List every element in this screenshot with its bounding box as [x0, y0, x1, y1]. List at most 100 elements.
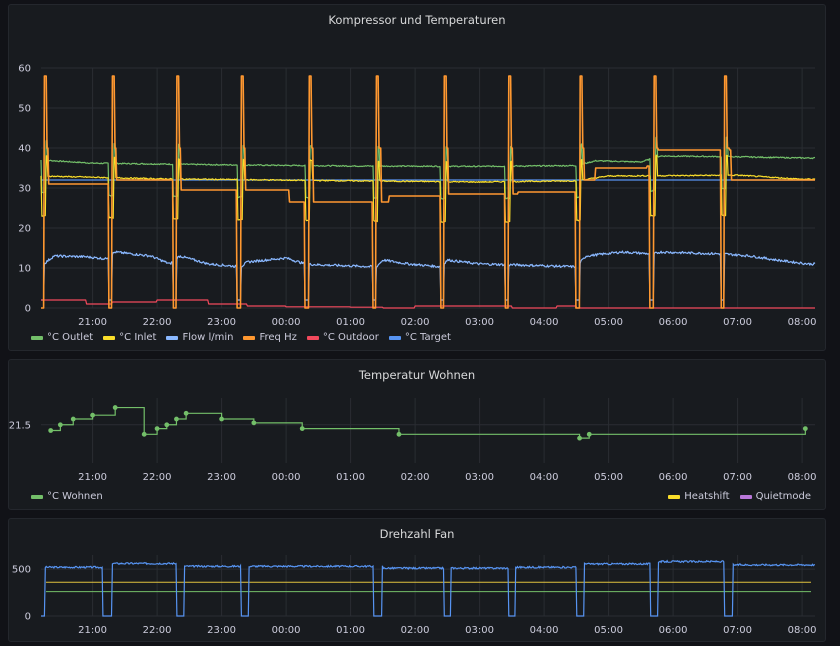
x-tick-label: 00:00: [272, 625, 301, 636]
data-point: [251, 420, 257, 426]
x-tick-label: 01:00: [336, 317, 365, 328]
legend-label: Flow l/min: [182, 332, 234, 343]
x-tick-label: 21:00: [78, 317, 107, 328]
legend-swatch: [668, 494, 681, 499]
data-point: [154, 426, 160, 431]
data-point: [802, 426, 808, 431]
legend-item[interactable]: °C Inlet: [103, 332, 156, 343]
x-tick-label: 21:00: [78, 472, 107, 483]
legend-kompressor: °C Outlet °C Inlet Flow l/min Freq Hz °C Out…: [31, 332, 451, 343]
data-point: [174, 416, 179, 422]
x-tick-label: 07:00: [723, 625, 752, 636]
x-tick-label: 23:00: [207, 472, 236, 483]
y-tick-label: 40: [18, 144, 31, 155]
legend-swatch: [103, 335, 116, 340]
x-tick-label: 06:00: [659, 317, 688, 328]
x-tick-label: 03:00: [465, 625, 494, 636]
legend-swatch: [166, 335, 179, 340]
legend-swatch: [31, 494, 43, 499]
x-tick-label: 07:00: [723, 472, 752, 483]
x-tick-label: 04:00: [530, 317, 559, 328]
series-line: [41, 250, 816, 301]
legend-swatch: [31, 335, 43, 340]
data-point: [299, 426, 305, 431]
series-line: [41, 559, 816, 617]
x-tick-label: 00:00: [272, 317, 301, 328]
legend-item[interactable]: Quietmode: [739, 491, 811, 502]
legend-label: Quietmode: [755, 491, 811, 502]
legend-swatch: [739, 494, 752, 499]
y-tick-label: 60: [18, 64, 31, 75]
x-tick-label: 22:00: [143, 317, 172, 328]
x-tick-label: 21:00: [78, 625, 107, 636]
x-tick-label: 08:00: [788, 472, 817, 483]
x-tick-label: 22:00: [143, 625, 172, 636]
legend-item[interactable]: °C Target: [388, 332, 451, 343]
legend-item[interactable]: Freq Hz: [243, 332, 297, 343]
x-tick-label: 02:00: [401, 625, 430, 636]
x-tick-label: 03:00: [465, 317, 494, 328]
legend-item[interactable]: °C Outdoor: [306, 332, 379, 343]
y-tick-label: 0: [25, 304, 31, 315]
legend-item[interactable]: Heatshift: [668, 491, 730, 502]
x-tick-label: 07:00: [723, 317, 752, 328]
series-line: [40, 154, 816, 223]
data-point: [57, 422, 63, 428]
series-line: [41, 299, 815, 309]
legend-label: Heatshift: [684, 491, 730, 502]
legend-item[interactable]: Flow l/min: [166, 332, 233, 343]
legend-label: °C Outlet: [47, 332, 94, 343]
data-point: [183, 410, 189, 416]
y-tick-label: 21.5: [9, 420, 31, 431]
panel-temperatur-wohnen: Temperatur Wohnen 21.5 21:00 22:00 23:00 00:…: [8, 359, 826, 510]
legend-wohnen-right: Heatshift Quietmode: [668, 491, 811, 502]
x-tick-label: 08:00: [788, 317, 817, 328]
chart-temperatur-wohnen[interactable]: 21.5 21:00 22:00 23:00 00:00 01:00 02:00 03:00 0…: [9, 360, 825, 509]
series-line: [50, 406, 806, 439]
legend-swatch: [306, 335, 319, 340]
panel-kompressor: Kompressor und Temperaturen 0 10 20 30 40 50 6…: [8, 4, 826, 351]
x-tick-label: 06:00: [659, 625, 688, 636]
panel-title: Temperatur Wohnen: [358, 368, 476, 382]
series-line: [41, 75, 815, 309]
data-point: [577, 435, 582, 441]
x-tick-label: 03:00: [465, 472, 494, 483]
data-point: [586, 431, 592, 437]
x-tick-label: 05:00: [594, 317, 623, 328]
chart-drehzahl-fan[interactable]: 0 500 21:00 22:00 23:00 00:00 01:00 02:00 03:00 0…: [9, 519, 825, 641]
x-tick-label: 22:00: [143, 472, 172, 483]
legend-label: °C Inlet: [119, 332, 157, 343]
x-tick-label: 04:00: [530, 625, 559, 636]
panel-title: Kompressor und Temperaturen: [328, 13, 506, 27]
series-line: [40, 135, 816, 200]
data-point: [90, 412, 95, 418]
legend-label: Freq Hz: [259, 332, 297, 343]
x-tick-label: 23:00: [207, 317, 236, 328]
y-tick-label: 50: [18, 104, 31, 115]
y-tick-label: 10: [18, 264, 31, 275]
panel-drehzahl-fan: Drehzahl Fan 0 500 21:00 22:00 23:00 00:00 01:…: [8, 518, 826, 642]
y-tick-label: 20: [18, 224, 31, 235]
x-tick-label: 06:00: [659, 472, 688, 483]
legend-swatch: [243, 335, 256, 340]
legend-label: °C Wohnen: [47, 491, 103, 502]
legend-swatch: [388, 335, 401, 340]
x-tick-label: 01:00: [336, 472, 365, 483]
data-point: [219, 416, 225, 422]
legend-label: °C Outdoor: [322, 332, 379, 343]
x-tick-label: 08:00: [788, 625, 817, 636]
y-tick-label: 30: [18, 184, 31, 195]
data-point: [112, 405, 118, 410]
y-tick-label: 500: [12, 565, 31, 576]
legend-wohnen-left: °C Wohnen: [31, 491, 103, 502]
data-point: [48, 428, 54, 433]
data-point: [70, 416, 76, 422]
x-tick-label: 02:00: [401, 317, 430, 328]
legend-item[interactable]: °C Outlet: [31, 332, 93, 343]
x-tick-label: 01:00: [336, 625, 365, 636]
y-tick-label: 0: [25, 612, 31, 623]
x-tick-label: 05:00: [594, 625, 623, 636]
panel-title: Drehzahl Fan: [379, 527, 455, 541]
chart-kompressor[interactable]: 0 10 20 30 40 50 60 21:00 22:00 23:00 00:00 01:00 02…: [9, 5, 825, 350]
legend-item[interactable]: °C Wohnen: [31, 491, 103, 502]
